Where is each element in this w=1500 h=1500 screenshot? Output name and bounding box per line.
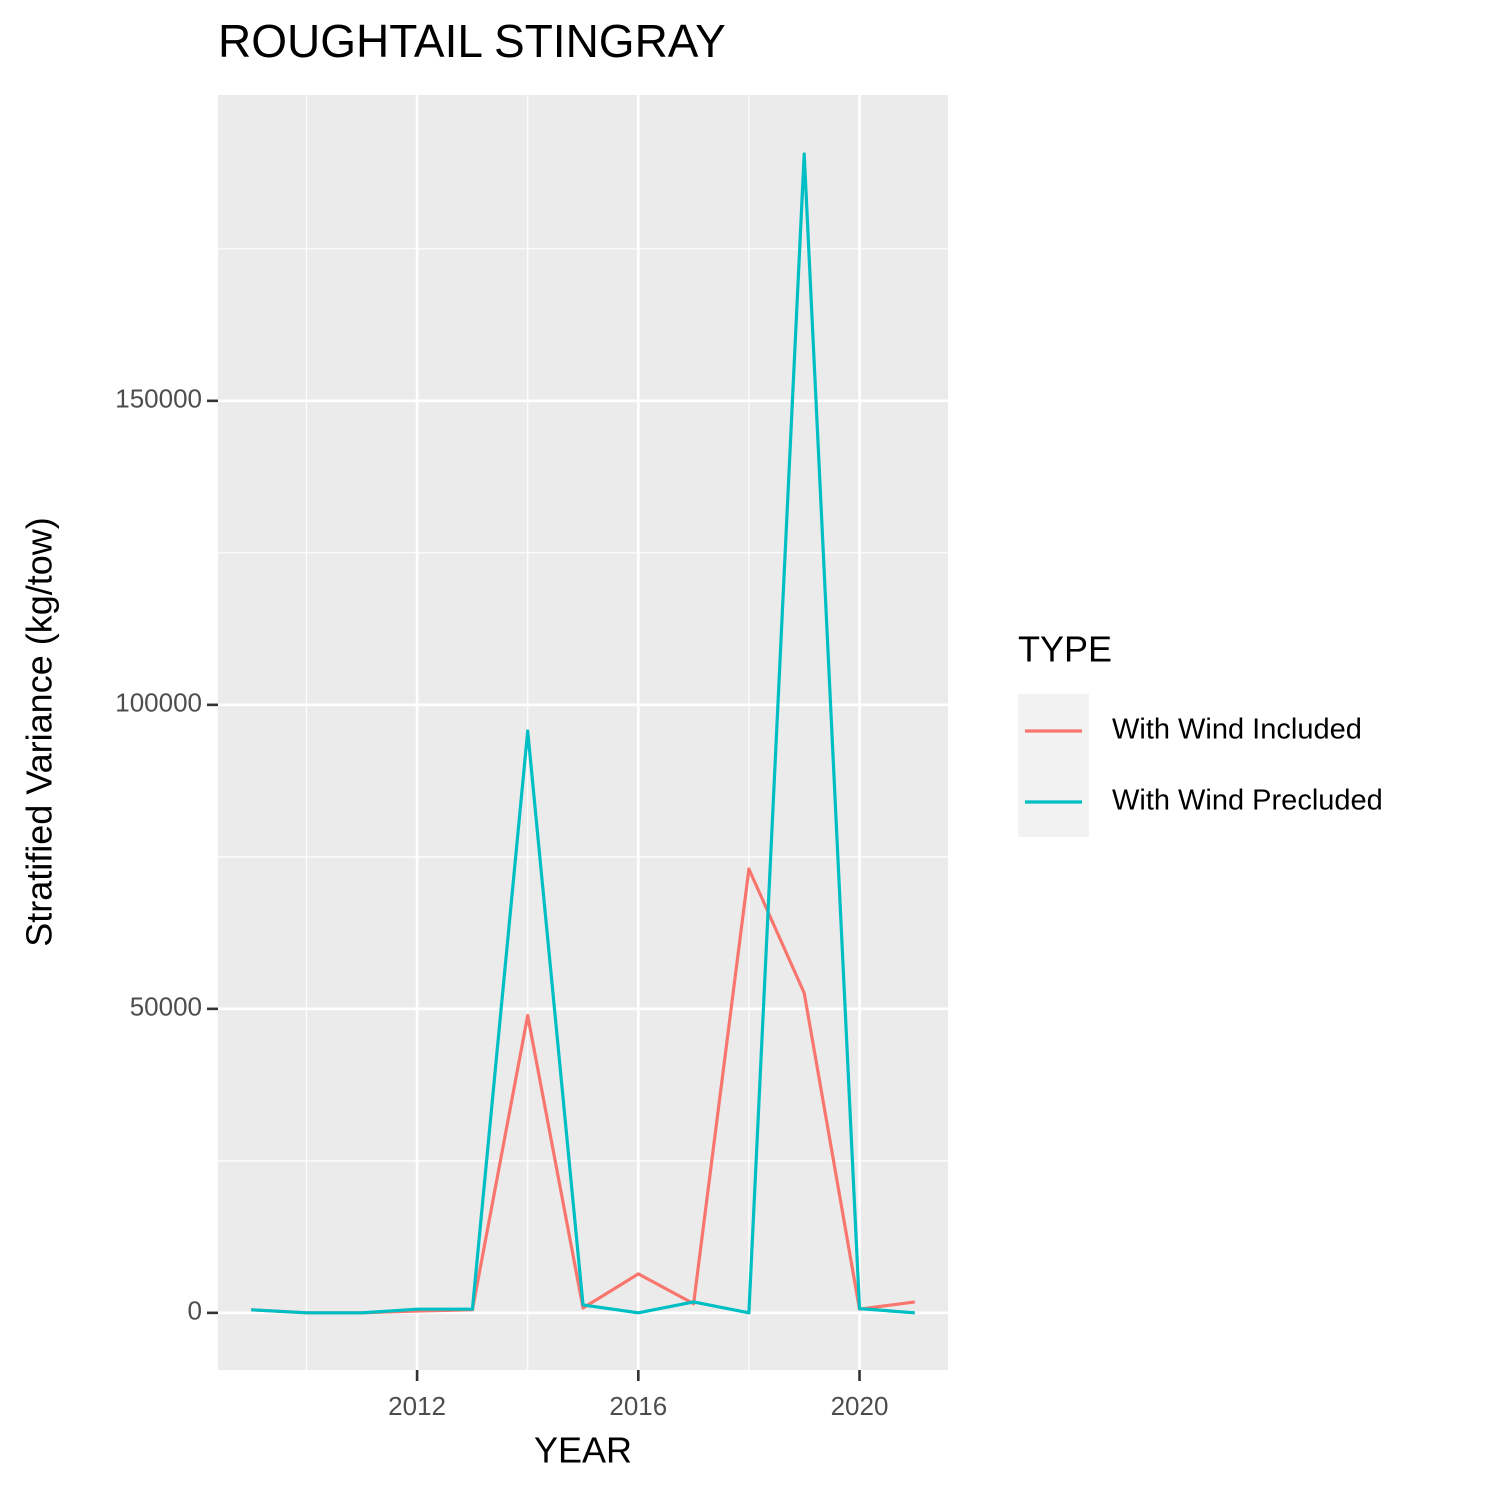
y-tick-label: 0 [188, 1296, 202, 1326]
x-axis-title: YEAR [534, 1430, 632, 1471]
x-tick-label: 2012 [388, 1391, 446, 1421]
y-tick-label: 50000 [130, 992, 202, 1022]
x-tick-label: 2016 [609, 1391, 667, 1421]
series-line [251, 152, 915, 1315]
legend-title: TYPE [1018, 629, 1112, 670]
x-tick-label: 2020 [831, 1391, 889, 1421]
y-tick-label: 100000 [115, 688, 202, 718]
legend-label: With Wind Included [1112, 714, 1362, 746]
panel [218, 95, 948, 1370]
legend-label: With Wind Precluded [1112, 785, 1383, 817]
chart-title: ROUGHTAIL STINGRAY [218, 15, 726, 67]
y-axis-title: Stratified Variance (kg/tow) [19, 517, 60, 947]
legend-key-box [1018, 694, 1089, 837]
lines [251, 152, 916, 1315]
y-tick-label: 150000 [115, 384, 202, 414]
legend: With Wind Included With Wind Precluded [1025, 714, 1383, 817]
